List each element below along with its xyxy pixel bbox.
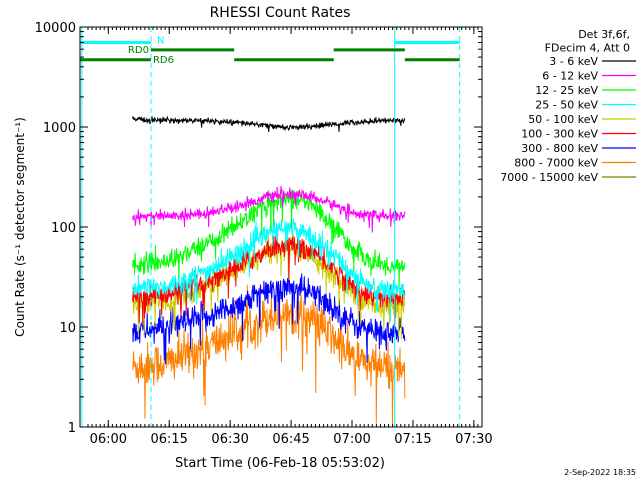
y-tick-label: 1000 [43,121,76,136]
legend-label-25-50-kev: 25 - 50 keV [535,99,598,112]
legend-header-line: FDecim 4, Att 0 [545,42,630,55]
y-tick-label: 10000 [35,21,76,36]
annotation-layer: N RD0 RD6 [80,27,461,427]
series-25-50-kev [132,215,406,322]
x-tick-label: 06:00 [90,432,127,447]
legend-label-6-12-kev: 6 - 12 keV [542,70,598,83]
x-tick-label: 06:45 [272,432,309,447]
series-800-7000-kev [132,284,406,428]
bar-label-rd6: RD6 [153,55,174,66]
series-6-12-kev [132,185,406,233]
x-tick-label: 06:15 [150,432,187,447]
x-axis-label: Start Time (06-Feb-18 05:53:02) [175,456,385,471]
legend-header-line: Det 3f,6f, [578,28,630,41]
legend-label-300-800-kev: 300 - 800 keV [521,142,598,155]
legend-label-7000-15000-kev: 7000 - 15000 keV [500,171,598,184]
y-tick-label: 100 [51,221,76,236]
legend-label-3-6-kev: 3 - 6 keV [549,55,598,68]
series-12-25-kev [132,189,406,287]
x-tick-label: 07:00 [333,432,370,447]
legend-label-12-25-kev: 12 - 25 keV [535,84,598,97]
y-tick-label: 1 [68,421,76,436]
bar-label-n: N [157,35,164,46]
series-3-6-kev [132,115,406,133]
chart-title: RHESSI Count Rates [210,5,351,21]
legend-label-800-7000-kev: 800 - 7000 keV [514,157,598,170]
y-axis-label: Count Rate (s⁻¹ detector segment⁻¹) [13,117,27,337]
bar-label-rd0: RD0 [128,45,149,56]
series-traces [132,115,406,428]
axes-layer: 06:00 06:15 06:30 06:45 07:00 07:15 07:30 1 10 10… [35,21,493,447]
series-300-800-kev [132,273,406,365]
x-tick-label: 06:30 [211,432,248,447]
footer-date: 2-Sep-2022 18:35 [564,468,636,477]
legend-label-50-100-kev: 50 - 100 keV [528,113,598,126]
y-tick-label: 10 [59,321,76,336]
x-tick-label: 07:15 [394,432,431,447]
legend-label-100-300-kev: 100 - 300 keV [521,128,598,141]
legend: Det 3f,6f,FDecim 4, Att 03 - 6 keV 6 - 12… [500,28,636,184]
x-tick-label: 07:30 [455,432,492,447]
